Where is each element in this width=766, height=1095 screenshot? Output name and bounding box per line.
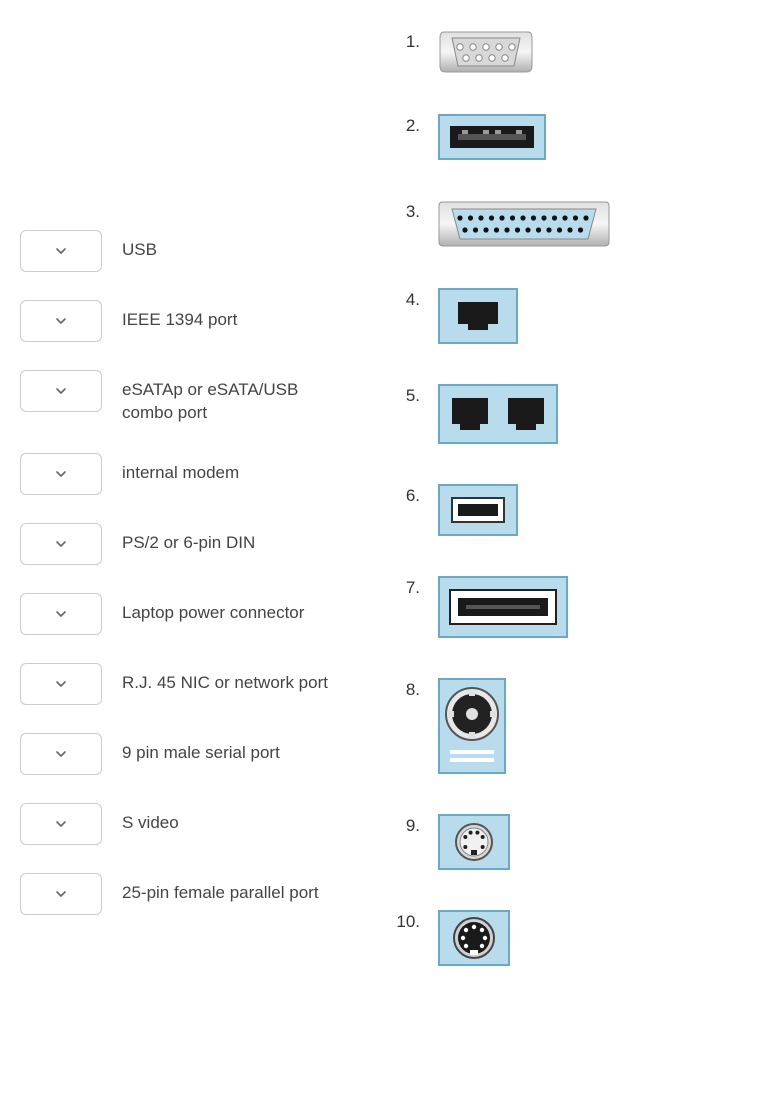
rj45-port-icon: [438, 288, 518, 344]
option-label: Laptop power connector: [122, 593, 304, 625]
esata-port-icon: [438, 576, 568, 638]
port-number: 7.: [390, 576, 420, 598]
option-label: S video: [122, 803, 179, 835]
port-number: 6.: [390, 484, 420, 506]
chevron-down-icon: [54, 607, 68, 621]
match-dropdown[interactable]: [20, 663, 102, 705]
option-label: 25-pin female parallel port: [122, 873, 319, 905]
port-number: 2.: [390, 114, 420, 136]
option-row: S video: [20, 803, 360, 845]
option-label: PS/2 or 6-pin DIN: [122, 523, 255, 555]
option-row: USB: [20, 230, 360, 272]
match-dropdown[interactable]: [20, 370, 102, 412]
option-row: R.J. 45 NIC or network port: [20, 663, 360, 705]
option-label: 9 pin male serial port: [122, 733, 280, 765]
port-number: 3.: [390, 200, 420, 222]
parallel25-port-icon: [438, 200, 610, 248]
port-number: 8.: [390, 678, 420, 700]
port-row: 10.: [390, 910, 746, 966]
match-dropdown[interactable]: [20, 593, 102, 635]
port-number: 10.: [390, 910, 420, 932]
option-label: internal modem: [122, 453, 239, 485]
port-row: 7.: [390, 576, 746, 638]
option-row: eSATAp or eSATA/USB combo port: [20, 370, 360, 425]
port-row: 2.: [390, 114, 746, 160]
matching-exercise: USB IEEE 1394 port eSATAp or eSATA/USB c…: [20, 30, 746, 1006]
usb-port-icon: [438, 114, 546, 160]
port-row: 1.: [390, 30, 746, 74]
chevron-down-icon: [54, 677, 68, 691]
chevron-down-icon: [54, 467, 68, 481]
port-number: 9.: [390, 814, 420, 836]
chevron-down-icon: [54, 314, 68, 328]
options-column: USB IEEE 1394 port eSATAp or eSATA/USB c…: [20, 30, 360, 1006]
option-row: 9 pin male serial port: [20, 733, 360, 775]
option-label: USB: [122, 230, 157, 262]
match-dropdown[interactable]: [20, 453, 102, 495]
chevron-down-icon: [54, 887, 68, 901]
match-dropdown[interactable]: [20, 230, 102, 272]
port-number: 4.: [390, 288, 420, 310]
serial9-port-icon: [438, 30, 534, 74]
match-dropdown[interactable]: [20, 733, 102, 775]
option-row: IEEE 1394 port: [20, 300, 360, 342]
option-row: 25-pin female parallel port: [20, 873, 360, 915]
firewire-port-icon: [438, 484, 518, 536]
match-dropdown[interactable]: [20, 523, 102, 565]
option-row: Laptop power connector: [20, 593, 360, 635]
port-row: 3.: [390, 200, 746, 248]
port-row: 8.: [390, 678, 746, 774]
option-label: R.J. 45 NIC or network port: [122, 663, 328, 695]
option-label: IEEE 1394 port: [122, 300, 237, 332]
port-row: 6.: [390, 484, 746, 536]
match-dropdown[interactable]: [20, 803, 102, 845]
port-row: 5.: [390, 384, 746, 444]
rj11double-port-icon: [438, 384, 558, 444]
chevron-down-icon: [54, 384, 68, 398]
match-dropdown[interactable]: [20, 873, 102, 915]
option-row: PS/2 or 6-pin DIN: [20, 523, 360, 565]
svideo-port-icon: [438, 910, 510, 966]
port-row: 4.: [390, 288, 746, 344]
port-number: 5.: [390, 384, 420, 406]
match-dropdown[interactable]: [20, 300, 102, 342]
port-number: 1.: [390, 30, 420, 52]
ports-column: 1. 2. 3.: [390, 30, 746, 1006]
chevron-down-icon: [54, 747, 68, 761]
option-label: eSATAp or eSATA/USB combo port: [122, 370, 332, 425]
chevron-down-icon: [54, 244, 68, 258]
chevron-down-icon: [54, 817, 68, 831]
chevron-down-icon: [54, 537, 68, 551]
ps2-port-icon: [438, 814, 510, 870]
option-row: internal modem: [20, 453, 360, 495]
power-port-icon: [438, 678, 506, 774]
port-row: 9.: [390, 814, 746, 870]
